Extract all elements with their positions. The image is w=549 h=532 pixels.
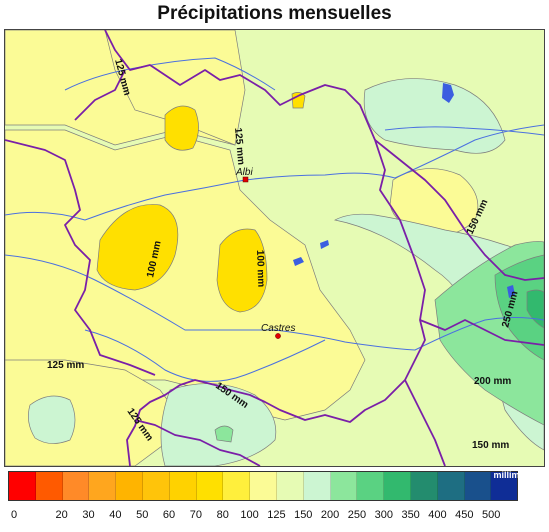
contour-label: 125 mm [232,127,246,165]
border-west [5,139,156,376]
legend-color-bar [8,471,518,501]
legend-tick-label: 200 [320,509,340,521]
zone-300-350 [526,289,544,329]
legend-tick-label: 20 [55,509,68,521]
contour-label: 200 mm [474,376,511,387]
legend-swatch [250,472,277,500]
legend-tick-label: 500 [481,509,501,521]
legend-swatch [169,472,197,500]
contour-label: 125 mm [47,360,84,371]
legend-swatch [303,472,331,500]
legend-tick-label: 100 [240,509,259,521]
legend-tick-label: 125 [267,509,286,521]
zone-80-100-small [291,92,306,109]
lake-east [507,285,515,298]
border-south [134,419,261,466]
legend-swatch [491,472,518,500]
border-east [419,319,544,346]
map-title: Précipitations mensuelles [157,3,392,24]
legend-swatch [330,472,358,500]
legend-tick-label: 50 [136,509,149,521]
legend-swatch [223,472,251,500]
legend-swatch [35,472,63,500]
legend-tick-label: 150 [294,509,313,521]
legend-tick-label: 300 [374,509,393,521]
zone-150-200-southwest [28,395,76,444]
legend-tick-label: 250 [347,509,367,521]
river-south [84,329,326,382]
border-north-west [74,69,126,121]
border-ne [374,139,544,281]
zone-200-250-small [214,425,234,443]
contour-label: 100 mm [254,250,266,288]
zone-80-100-north [164,105,199,151]
legend-swatch [62,472,90,500]
legend-tick-label: 60 [162,509,176,521]
legend-swatch [276,472,304,500]
legend-swatch [357,472,385,500]
legend-swatch [142,472,170,500]
legend-tick-label: 80 [216,509,229,521]
zone-80-100-center [216,228,268,313]
legend-swatch [116,472,143,500]
legend-tick-label: 400 [428,509,447,521]
legend-swatch [196,472,224,500]
lake-center [293,257,304,266]
lake-center-2 [320,240,329,249]
legend-tick-label: 450 [455,509,474,521]
river-tarn [5,124,544,221]
legend-swatch [464,472,492,500]
zone-80-100-west [96,204,179,291]
legend-swatch [9,472,36,500]
river-ne [384,126,544,136]
river-agout [5,254,544,351]
legend-swatch [89,472,117,500]
legend-tick-label: 70 [189,509,203,521]
city-label-albi: Albi [235,167,253,178]
precipitation-map: Albi Castres 125 mm 125 mm 100 mm 100 mm… [4,29,545,467]
legend-swatch [384,472,411,500]
albi-marker [242,176,249,183]
border-southeast [404,379,446,466]
legend-tick-label: 0 [10,509,18,521]
river-north [64,57,276,91]
castres-marker [275,333,281,339]
legend-unit-label: millimètres [493,470,541,480]
contour-label: 150 mm [472,440,509,451]
department-borders [5,30,544,466]
legend-swatch [410,472,438,500]
zone-150-200-northeast [363,78,506,154]
legend: millimètres [4,468,545,508]
legend-tick-label: 40 [109,509,122,521]
legend-tick-label: 350 [401,509,420,521]
zone-150-200-south [160,383,277,466]
lake-north [442,83,454,103]
zone-250-300 [494,254,544,361]
rivers [5,57,544,382]
legend-swatch [437,472,465,500]
legend-ticks: 0 20 30 40 50 60 70 80 100 125 150 200 250 300 350 400 4… [0,509,549,529]
legend-tick-label: 30 [82,509,95,521]
city-label-castres: Castres [261,323,295,334]
